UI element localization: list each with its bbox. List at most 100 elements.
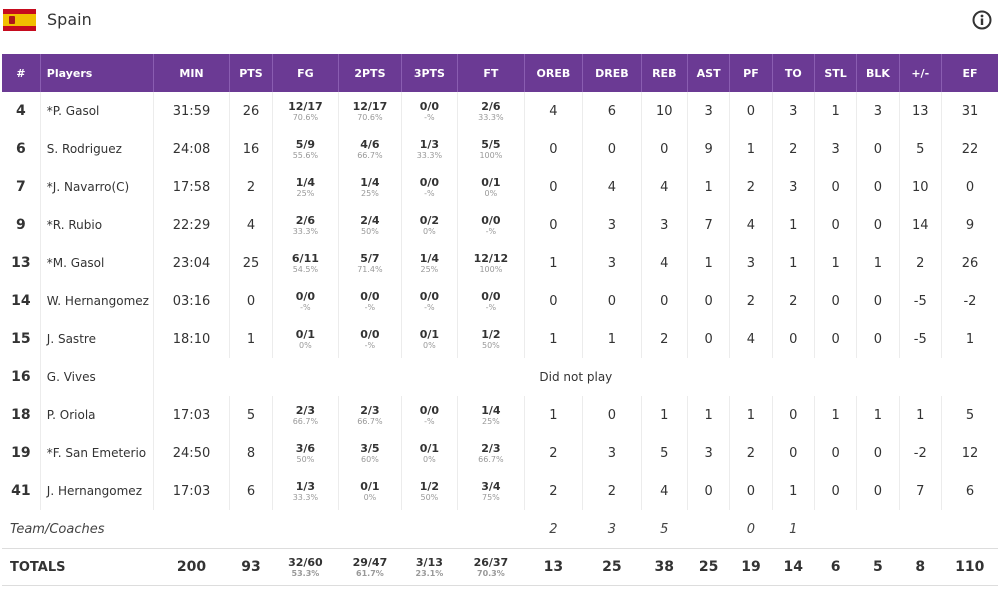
p3-percentage: -% — [424, 112, 435, 122]
col-header-ast[interactable]: AST — [687, 54, 731, 92]
cell-dreb: 0 — [582, 130, 642, 168]
player-name[interactable]: W. Hernangomez — [40, 282, 154, 320]
team-header: Spain — [0, 0, 1000, 54]
cell-ft: 26/37 70.3% — [457, 548, 525, 586]
p3-made-attempted: 0/2 — [419, 213, 440, 227]
p3-made-attempted: 1/2 — [419, 479, 440, 493]
cell-p3: 0/1 0% — [401, 434, 459, 472]
cell-min: 24:08 — [153, 130, 231, 168]
cell-num: 14 — [2, 282, 41, 320]
cell-ast: 1 — [687, 168, 731, 206]
col-header-ef[interactable]: EF — [941, 54, 998, 92]
col-header-dreb[interactable]: DREB — [582, 54, 642, 92]
col-header-min[interactable]: MIN — [153, 54, 231, 92]
col-header-plus-minus[interactable]: +/- — [899, 54, 942, 92]
cell-to: 0 — [772, 434, 815, 472]
cell-p2: 5/7 71.4% — [338, 244, 402, 282]
col-header-3pts[interactable]: 3PTS — [401, 54, 459, 92]
cell-stl: 0 — [814, 206, 858, 244]
player-name[interactable]: J. Hernangomez — [40, 472, 154, 510]
player-name[interactable]: P. Oriola — [40, 396, 154, 434]
cell-min: 18:10 — [153, 320, 231, 358]
cell-ft: 12/12 100% — [457, 244, 525, 282]
col-header-2pts[interactable]: 2PTS — [338, 54, 402, 92]
cell-pts — [230, 510, 272, 549]
cell-pm: 8 — [899, 548, 942, 586]
p2-made-attempted: 29/47 — [352, 555, 388, 569]
ft-percentage: 100% — [479, 150, 503, 160]
cell-num: 4 — [2, 92, 41, 130]
col-header-fg[interactable]: FG — [272, 54, 340, 92]
p2-made-attempted: 3/5 — [360, 441, 380, 455]
cell-min: 17:03 — [153, 472, 231, 510]
player-name[interactable]: *J. Navarro(C) — [40, 168, 154, 206]
p3-made-attempted: 0/0 — [419, 99, 440, 113]
ft-made-attempted: 3/4 — [481, 479, 501, 493]
col-header-blk[interactable]: BLK — [856, 54, 900, 92]
cell-to: 3 — [772, 168, 815, 206]
cell-p3: 0/0 -% — [401, 396, 459, 434]
cell-dreb: 3 — [582, 434, 642, 472]
fg-made-attempted: 12/17 — [288, 99, 323, 113]
cell-p3: 1/2 50% — [401, 472, 459, 510]
player-name[interactable]: J. Sastre — [40, 320, 154, 358]
cell-oreb: 1 — [524, 396, 584, 434]
player-name[interactable]: G. Vives — [40, 358, 154, 396]
cell-oreb: 0 — [524, 282, 584, 320]
p2-percentage: 50% — [361, 226, 379, 236]
cell-p2: 0/1 0% — [338, 472, 402, 510]
col-header-oreb[interactable]: OREB — [524, 54, 584, 92]
ft-percentage: 0% — [484, 188, 498, 198]
cell-num: 6 — [2, 130, 41, 168]
cell-ef: 12 — [961, 445, 979, 461]
table-row: 9 *R. Rubio 22:29 4 2/6 33.3% 2/4 50% 0/2 0% 0/0 -%… — [2, 206, 998, 244]
p3-percentage: 0% — [423, 454, 436, 464]
col-header-players[interactable]: Players — [40, 54, 154, 92]
cell-p2: 2/3 66.7% — [338, 396, 402, 434]
col-header-stl[interactable]: STL — [814, 54, 858, 92]
cell-fg: 6/11 54.5% — [272, 244, 340, 282]
cell-p2: 4/6 66.7% — [338, 130, 402, 168]
table-row: 41 J. Hernangomez 17:03 6 1/3 33.3% 0/1 0% 1/2 50… — [2, 472, 998, 510]
p2-made-attempted: 5/7 — [360, 251, 380, 265]
cell-blk: 0 — [856, 282, 900, 320]
p3-made-attempted: 0/1 — [419, 441, 440, 455]
cell-ast: 7 — [687, 206, 731, 244]
p3-made-attempted: 0/0 — [419, 289, 440, 303]
cell-pm: 1 — [899, 396, 942, 434]
p2-percentage: -% — [364, 302, 376, 312]
player-name[interactable]: *F. San Emeterio — [40, 434, 154, 472]
cell-reb: 4 — [641, 244, 688, 282]
cell-p3: 3/13 23.1% — [401, 548, 458, 586]
fg-percentage: 53.3% — [291, 568, 320, 578]
info-icon[interactable] — [972, 10, 992, 30]
col-header-pf[interactable]: PF — [729, 54, 773, 92]
team-coaches-label: Team/Coaches — [10, 521, 105, 537]
cell-reb: 0 — [641, 130, 688, 168]
player-name[interactable]: *P. Gasol — [40, 92, 154, 130]
ft-made-attempted: 2/6 — [481, 99, 501, 113]
cell-num: 18 — [2, 396, 41, 434]
cell-pm: 10 — [899, 168, 942, 206]
cell-stl: 6 — [814, 548, 857, 586]
header-row: # Players MIN PTS FG 2PTS 3PTS FT OREB DREB REB AST… — [2, 54, 998, 92]
fg-made-attempted: 0/0 — [295, 289, 316, 303]
cell-fg: 1/4 25% — [272, 168, 340, 206]
col-header-reb[interactable]: REB — [641, 54, 688, 92]
fg-percentage: 25% — [296, 188, 315, 198]
cell-pts: 93 — [229, 548, 273, 586]
col-header-pts[interactable]: PTS — [229, 54, 273, 92]
table-row: 15 J. Sastre 18:10 1 0/1 0% 0/0 -% 0/1 0% 1/2 50% 1 1… — [2, 320, 998, 358]
cell-num: 13 — [2, 244, 41, 282]
player-name[interactable]: *R. Rubio — [40, 206, 154, 244]
fg-made-attempted: 5/9 — [295, 137, 316, 151]
col-header-number[interactable]: # — [2, 54, 41, 92]
col-header-ft[interactable]: FT — [457, 54, 525, 92]
cell-pts: 25 — [229, 244, 273, 282]
col-header-to[interactable]: TO — [772, 54, 815, 92]
player-name[interactable]: *M. Gasol — [40, 244, 154, 282]
cell-pm: 7 — [899, 472, 942, 510]
player-name[interactable]: S. Rodriguez — [40, 130, 154, 168]
p3-percentage: -% — [424, 416, 435, 426]
cell-pm: -5 — [899, 282, 942, 320]
